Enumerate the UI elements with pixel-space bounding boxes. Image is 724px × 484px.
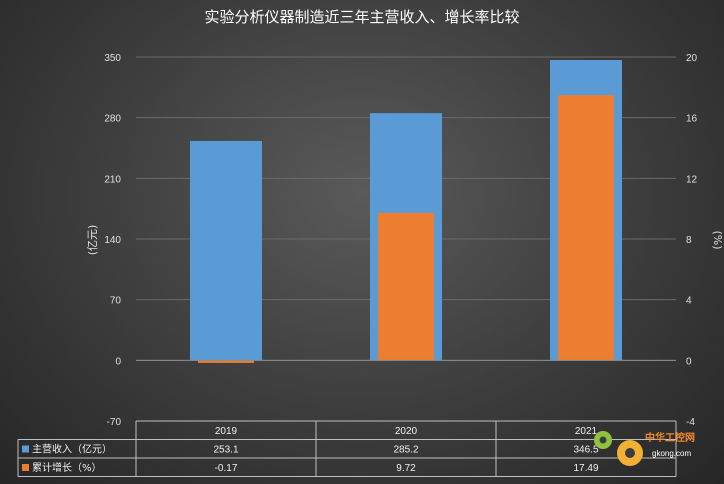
legend-swatch [22,464,29,471]
data-label: 9.72 [396,463,416,474]
left-axis-ticks: -70 0 70 140 210 280 350 [104,53,121,428]
legend-swatch [22,445,29,453]
watermark: 中华工控网 gkong.com [594,431,695,466]
chart-title: 实验分析仪器制造近三年主营收入、增长率比较 [204,8,519,26]
gear-icon [594,431,643,466]
left-tick-label: 70 [110,296,122,307]
data-table: 2019 2020 2021 主营收入（亿元） 253.1 285.2 346.5 累计增长（… [17,420,677,477]
bar-growth-2021 [558,95,614,361]
right-tick-label: 0 [686,356,692,367]
left-axis-title: (亿元) [86,225,99,256]
legend-entry: 主营收入（亿元） [32,443,112,456]
x-tick-label: 2019 [215,426,238,437]
bar-growth-2020 [378,212,434,361]
legend-entry: 累计增长（%） [32,461,102,474]
watermark-sub: gkong.com [652,449,691,458]
left-tick-label: 210 [104,174,121,185]
right-tick-label: 12 [686,174,698,185]
x-tick-label: 2020 [395,426,418,437]
data-label: 346.5 [573,445,598,456]
right-axis-title: (%) [711,230,724,249]
bars [190,60,622,363]
right-tick-label: 4 [686,296,692,307]
left-tick-label: 350 [104,53,121,64]
left-tick-label: -70 [107,417,122,428]
x-tick-label: 2021 [575,426,598,437]
right-tick-label: 8 [686,235,692,246]
bar-revenue-2019 [190,140,262,361]
right-tick-label: 20 [686,53,698,64]
left-tick-label: 280 [104,114,121,125]
bar-growth-2019 [198,360,254,363]
data-label: 253.1 [213,445,238,456]
data-label: 17.49 [573,463,598,474]
watermark-text: 中华工控网 [645,431,695,444]
right-tick-label: -4 [686,417,695,428]
data-label: 285.2 [393,445,418,456]
right-tick-label: 16 [686,114,698,125]
data-label: -0.17 [215,463,238,474]
right-axis-ticks: -4 0 4 8 12 16 20 [686,53,698,428]
left-tick-label: 0 [115,356,121,367]
left-tick-label: 140 [104,235,121,246]
